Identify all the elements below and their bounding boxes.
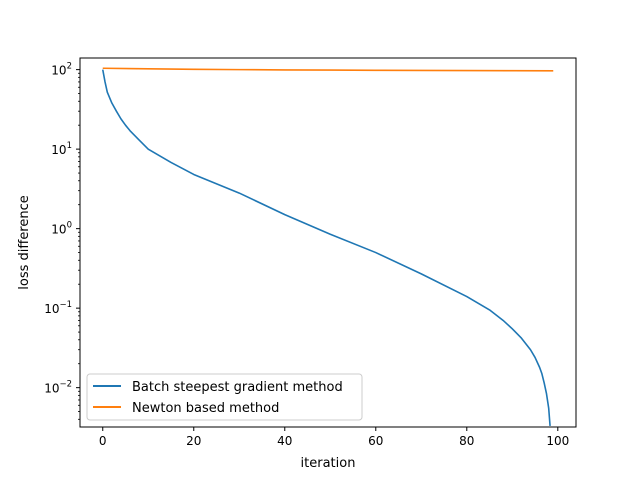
- x-tick-label: 60: [368, 434, 383, 448]
- y-axis-label: loss difference: [17, 195, 32, 290]
- y-tick-label: 10−2: [44, 380, 72, 396]
- y-tick-label: 10−1: [44, 300, 72, 316]
- series-layer: [101, 67, 554, 427]
- series-line-1: [102, 67, 554, 72]
- series-line-0: [101, 69, 551, 427]
- legend-label-newton: Newton based method: [132, 401, 279, 416]
- legend: Batch steepest gradient method Newton ba…: [86, 373, 363, 421]
- x-tick-label: 0: [99, 434, 107, 448]
- x-tick-label: 100: [546, 434, 569, 448]
- plot-area: [80, 58, 576, 427]
- y-tick-label: 101: [51, 141, 72, 157]
- x-tick-label: 20: [186, 434, 201, 448]
- x-tick-label: 40: [277, 434, 292, 448]
- x-tick-label: 80: [459, 434, 474, 448]
- x-axis: 0 20 40 60 80 100: [99, 427, 569, 448]
- x-axis-label: iteration: [301, 456, 356, 471]
- plot-frame: [79, 57, 577, 428]
- y-tick-label: 100: [51, 221, 72, 237]
- legend-label-batch-steepest: Batch steepest gradient method: [132, 380, 343, 395]
- y-tick-label: 102: [51, 62, 72, 78]
- y-axis: 10−2 10−1 100 101 102: [44, 62, 80, 420]
- legend-box: [86, 373, 363, 421]
